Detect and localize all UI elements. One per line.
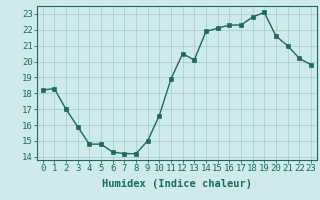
X-axis label: Humidex (Indice chaleur): Humidex (Indice chaleur) <box>102 179 252 189</box>
